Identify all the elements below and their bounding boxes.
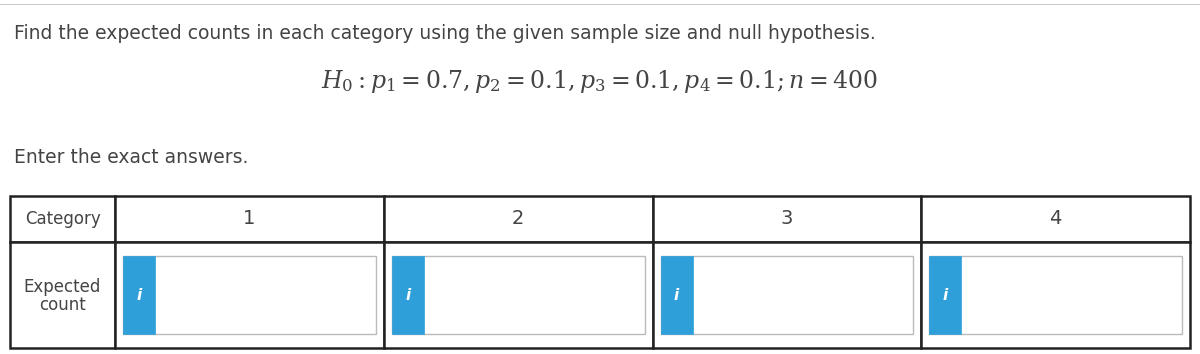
Bar <box>653 242 922 348</box>
Text: count: count <box>40 296 86 314</box>
Bar <box>660 256 913 334</box>
Text: Find the expected counts in each category using the given sample size and null h: Find the expected counts in each categor… <box>14 24 876 43</box>
Text: i: i <box>674 287 679 303</box>
Text: 2: 2 <box>512 210 524 228</box>
Bar <box>391 256 644 334</box>
Bar <box>922 242 1190 348</box>
Bar <box>929 256 961 334</box>
Bar <box>922 196 1190 242</box>
Bar <box>384 196 653 242</box>
Text: Enter the exact answers.: Enter the exact answers. <box>14 148 248 167</box>
Bar <box>10 196 115 242</box>
Bar <box>653 196 922 242</box>
Text: i: i <box>406 287 410 303</box>
Bar <box>115 196 384 242</box>
Bar <box>10 242 115 348</box>
Bar <box>124 256 155 334</box>
Text: 1: 1 <box>244 210 256 228</box>
Bar <box>115 242 384 348</box>
Bar <box>124 256 376 334</box>
Bar <box>929 256 1182 334</box>
Text: $H_0 : p_1 = 0.7, p_2 = 0.1, p_3 = 0.1, p_4 = 0.1; n = 400$: $H_0 : p_1 = 0.7, p_2 = 0.1, p_3 = 0.1, … <box>322 68 878 95</box>
Text: i: i <box>137 287 142 303</box>
Text: Expected: Expected <box>24 278 101 296</box>
Bar <box>384 242 653 348</box>
Bar <box>391 256 424 334</box>
Text: 4: 4 <box>1050 210 1062 228</box>
Text: 3: 3 <box>781 210 793 228</box>
Text: i: i <box>943 287 948 303</box>
Text: Category: Category <box>25 210 101 228</box>
Bar <box>660 256 692 334</box>
